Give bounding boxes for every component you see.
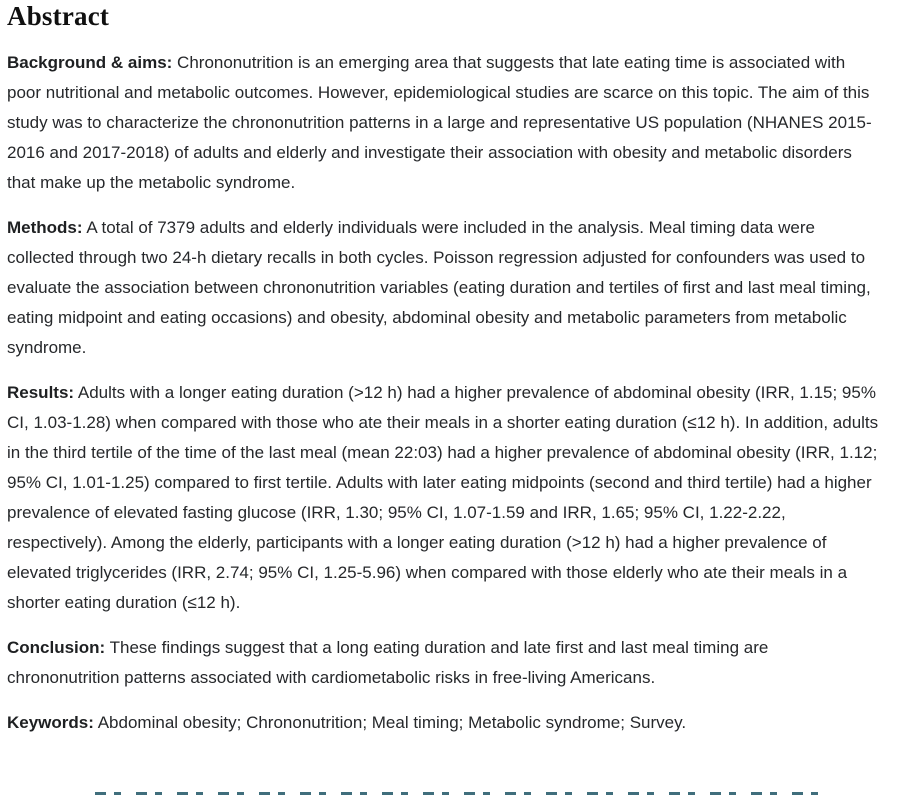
methods-label: Methods:	[7, 218, 83, 237]
clipped-next-line	[95, 792, 830, 795]
methods-text: A total of 7379 adults and elderly indiv…	[7, 218, 871, 357]
conclusion-text: These findings suggest that a long eatin…	[7, 638, 769, 687]
results-text: Adults with a longer eating duration (>1…	[7, 383, 879, 612]
keywords-label: Keywords:	[7, 713, 94, 732]
paragraph-conclusion: Conclusion: These findings suggest that …	[7, 633, 883, 693]
background-aims-label: Background & aims:	[7, 53, 173, 72]
background-aims-text: Chrononutrition is an emerging area that…	[7, 53, 872, 192]
abstract-section: Abstract Background & aims: Chrononutrit…	[7, 1, 883, 738]
paragraph-background-aims: Background & aims: Chrononutrition is an…	[7, 48, 883, 198]
results-label: Results:	[7, 383, 75, 402]
keywords-text: Abdominal obesity; Chrononutrition; Meal…	[97, 713, 687, 732]
paragraph-keywords: Keywords: Abdominal obesity; Chrononutri…	[7, 708, 883, 738]
conclusion-label: Conclusion:	[7, 638, 106, 657]
paragraph-methods: Methods: A total of 7379 adults and elde…	[7, 213, 883, 363]
paragraph-results: Results: Adults with a longer eating dur…	[7, 378, 883, 618]
abstract-heading: Abstract	[7, 1, 110, 31]
